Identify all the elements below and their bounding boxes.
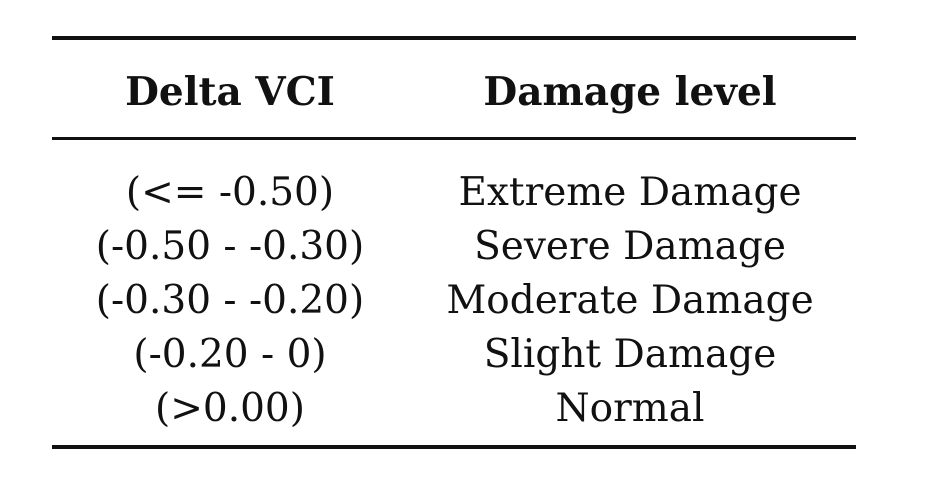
delta-vci-cell: (-0.20 - 0) (133, 332, 327, 377)
delta-vci-cell: (<= -0.50) (125, 170, 335, 215)
damage-level-cell: Slight Damage (483, 332, 777, 377)
delta-vci-cell: (-0.50 - -0.30) (95, 224, 365, 269)
table-row: (<= -0.50) Extreme Damage (0, 166, 942, 220)
header-damage-level: Damage level (483, 69, 777, 115)
damage-level-cell: Moderate Damage (446, 278, 814, 323)
damage-level-cell: Normal (555, 386, 705, 431)
delta-vci-cell: (-0.30 - -0.20) (95, 278, 365, 323)
bottom-rule (52, 445, 856, 449)
top-rule (52, 36, 856, 40)
header-rule (52, 137, 856, 140)
table-row: (>0.00) Normal (0, 382, 942, 436)
damage-level-cell: Severe Damage (474, 224, 786, 269)
table-row: (-0.20 - 0) Slight Damage (0, 328, 942, 382)
header-delta-vci: Delta VCI (125, 69, 335, 115)
damage-level-cell: Extreme Damage (458, 170, 802, 215)
delta-vci-cell: (>0.00) (155, 386, 305, 431)
table-row: (-0.30 - -0.20) Moderate Damage (0, 274, 942, 328)
table-body: (<= -0.50) Extreme Damage (-0.50 - -0.30… (0, 166, 942, 436)
table-row: (-0.50 - -0.30) Severe Damage (0, 220, 942, 274)
